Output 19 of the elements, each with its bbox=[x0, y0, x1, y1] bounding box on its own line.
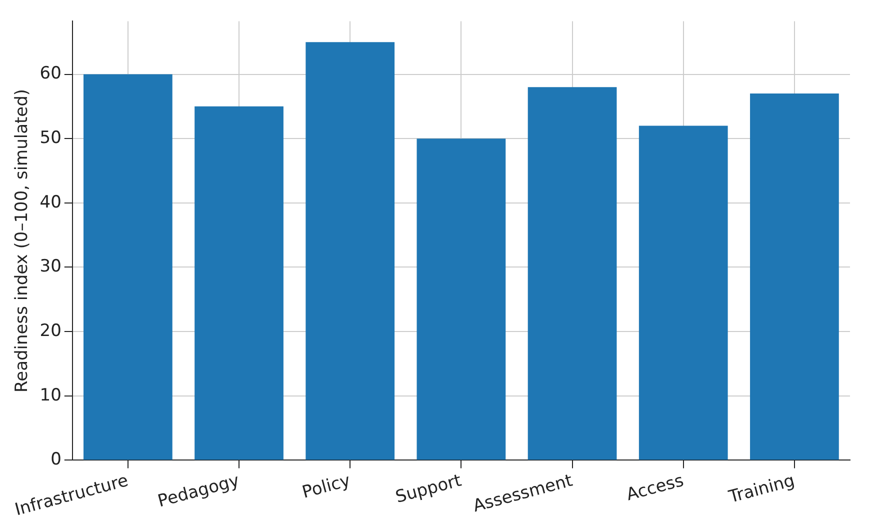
y-tick-label: 60 bbox=[40, 64, 62, 84]
bar bbox=[638, 126, 728, 460]
x-tick-label: Training bbox=[726, 470, 797, 508]
bar bbox=[306, 42, 395, 460]
y-tick-label: 20 bbox=[40, 320, 62, 341]
bar bbox=[528, 87, 617, 460]
y-tick-label: 50 bbox=[40, 128, 62, 148]
x-tick-label: Support bbox=[394, 470, 464, 508]
y-axis-title: Readiness index (0–100, simulated) bbox=[12, 88, 32, 392]
y-tick-label: 0 bbox=[50, 450, 62, 470]
y-tick-label: 30 bbox=[40, 256, 62, 277]
x-tick-label: Policy bbox=[300, 470, 353, 503]
bar bbox=[416, 138, 506, 460]
y-tick-label: 40 bbox=[40, 192, 62, 212]
y-tick-label: 10 bbox=[40, 385, 62, 406]
bar bbox=[84, 74, 172, 460]
bar bbox=[194, 106, 284, 460]
x-tick-label: Access bbox=[624, 470, 686, 506]
bar bbox=[750, 94, 839, 460]
